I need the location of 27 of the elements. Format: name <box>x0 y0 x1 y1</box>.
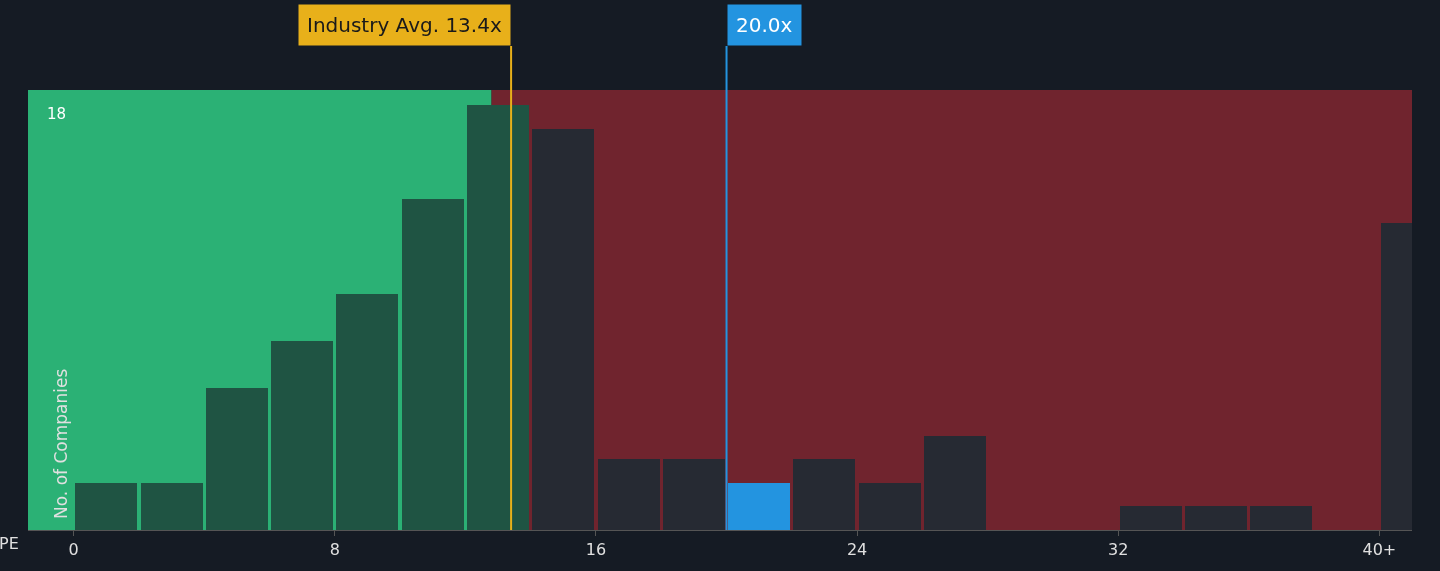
bar <box>141 483 203 530</box>
x-tick-label: 24 <box>846 540 868 560</box>
bar <box>1120 506 1182 530</box>
bar <box>1185 506 1247 530</box>
x-tick-label: 40+ <box>1362 540 1397 560</box>
bar <box>859 483 921 530</box>
ref-line-label: 20.0x <box>736 13 793 37</box>
annotation: 18 <box>47 105 67 123</box>
x-tick-label: 0 <box>68 540 79 560</box>
x-tick-label: 32 <box>1108 540 1129 560</box>
ref-line-label: Industry Avg. 13.4x <box>307 13 502 37</box>
bar <box>467 105 529 530</box>
x-tick-label: 8 <box>329 540 340 560</box>
bar <box>1250 506 1312 530</box>
bar <box>924 436 986 530</box>
bar <box>336 294 398 530</box>
x-axis-title: PE <box>0 534 19 553</box>
bar <box>598 459 660 530</box>
bar <box>75 483 137 530</box>
bar <box>271 341 333 530</box>
bar <box>532 129 594 530</box>
y-axis-title: No. of Companies <box>50 368 71 519</box>
bar <box>206 388 268 530</box>
bar <box>402 199 464 530</box>
x-tick-label: 16 <box>585 540 607 560</box>
bar <box>793 459 855 530</box>
bar <box>663 459 725 530</box>
